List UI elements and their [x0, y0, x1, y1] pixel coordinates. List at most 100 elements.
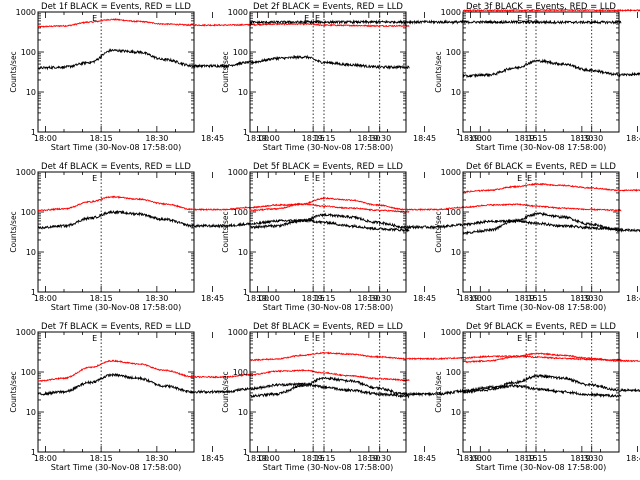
x-axis-label: Start Time (30-Nov-08 17:58:00) — [476, 463, 606, 472]
event-marker-label: E — [315, 174, 320, 183]
x-tick-label: 18:45 — [413, 294, 436, 303]
event-marker-label: E — [517, 14, 522, 23]
event-marker-label: E — [304, 334, 309, 343]
y-tick-label: 10 — [238, 408, 248, 417]
x-tick-label: 19:00 — [469, 294, 492, 303]
x-tick-label: 19:30 — [368, 294, 391, 303]
x-tick-label: 18:00 — [34, 134, 57, 143]
y-tick-label: 100 — [446, 368, 461, 377]
y-tick-label: 10 — [451, 408, 461, 417]
y-tick-label: 1000 — [16, 8, 36, 17]
x-tick-label: 18:30 — [357, 294, 380, 303]
y-tick-label: 1000 — [228, 168, 248, 177]
x-tick-label: 19:15 — [524, 294, 547, 303]
x-tick-label: 18:45 — [413, 134, 436, 143]
x-tick-label: 18:00 — [246, 294, 269, 303]
y-tick-label: 10 — [238, 88, 248, 97]
y-tick-label: 1 — [456, 448, 461, 457]
y-tick-label: 100 — [21, 208, 36, 217]
y-tick-label: 10 — [451, 88, 461, 97]
x-tick-label: 19:30 — [368, 134, 391, 143]
event-marker-label: E — [527, 334, 532, 343]
panel-5: Det 5f BLACK = Events, RED = LLD 1 10 100 10… — [221, 162, 622, 312]
panel-9: Det 9f BLACK = Events, RED = LLD 1 10 100 10… — [434, 322, 640, 472]
x-tick-label: 18:15 — [302, 294, 325, 303]
x-tick-label: 18:00 — [34, 454, 57, 463]
series-events-line — [462, 58, 640, 79]
x-axis-label: Start Time (30-Nov-08 17:58:00) — [263, 303, 393, 312]
x-tick-label: 18:45 — [413, 454, 436, 463]
y-tick-label: 100 — [446, 48, 461, 57]
panel-title: Det 5f BLACK = Events, RED = LLD — [253, 162, 403, 172]
event-marker-label: E — [92, 174, 97, 183]
x-tick-label: 19:30 — [580, 294, 603, 303]
x-tick-label: 18:15 — [302, 134, 325, 143]
series-events-line — [37, 372, 410, 399]
x-tick-label: 18:15 — [90, 454, 113, 463]
y-axis-label: Counts/sec — [434, 211, 443, 252]
y-tick-label: 1 — [31, 448, 36, 457]
y-axis-label: Counts/sec — [9, 51, 18, 92]
y-axis-label: Counts/sec — [221, 51, 230, 92]
panel-title: Det 6f BLACK = Events, RED = LLD — [466, 162, 616, 172]
y-tick-label: 1000 — [228, 8, 248, 17]
series-lld-line — [462, 8, 640, 13]
series-events-line — [462, 211, 640, 236]
y-tick-label: 1000 — [16, 328, 36, 337]
series-lld-line — [249, 351, 622, 362]
y-axis-label: Counts/sec — [434, 51, 443, 92]
event-marker-label: E — [517, 174, 522, 183]
y-tick-label: 1000 — [441, 328, 461, 337]
x-tick-label: 18:00 — [246, 454, 269, 463]
plot-frame — [37, 11, 195, 133]
panel-title: Det 3f BLACK = Events, RED = LLD — [466, 2, 616, 12]
event-marker-label: E — [517, 334, 522, 343]
y-tick-label: 100 — [21, 48, 36, 57]
x-tick-label: 18:00 — [459, 454, 482, 463]
panel-title: Det 7f BLACK = Events, RED = LLD — [41, 322, 191, 332]
x-tick-label: 18:45 — [201, 454, 224, 463]
x-tick-label: 19:00 — [469, 454, 492, 463]
y-tick-label: 10 — [26, 248, 36, 257]
y-tick-label: 100 — [233, 368, 248, 377]
event-marker-label: E — [92, 14, 97, 23]
x-tick-label: 19:15 — [524, 134, 547, 143]
y-tick-label: 100 — [233, 48, 248, 57]
y-tick-label: 100 — [233, 208, 248, 217]
x-tick-label: 18:15 — [515, 134, 538, 143]
x-tick-label: 18:45 — [626, 134, 640, 143]
panel-title: Det 4f BLACK = Events, RED = LLD — [41, 162, 191, 172]
y-tick-label: 10 — [238, 248, 248, 257]
event-marker-label: E — [92, 334, 97, 343]
series-events-line — [37, 209, 410, 233]
plot-frame — [249, 331, 407, 453]
x-tick-label: 18:30 — [570, 294, 593, 303]
event-marker-label: E — [315, 14, 320, 23]
y-axis-label: Counts/sec — [434, 371, 443, 412]
y-axis-label: Counts/sec — [221, 211, 230, 252]
x-tick-label: 19:00 — [257, 134, 280, 143]
x-tick-label: 18:45 — [201, 134, 224, 143]
x-tick-label: 18:30 — [145, 454, 168, 463]
series-events-line — [249, 19, 622, 26]
y-tick-label: 10 — [26, 408, 36, 417]
x-tick-label: 19:30 — [368, 454, 391, 463]
x-tick-label: 18:00 — [246, 134, 269, 143]
x-tick-label: 18:15 — [515, 294, 538, 303]
x-axis-label: Start Time (30-Nov-08 17:58:00) — [51, 463, 181, 472]
event-marker-label: E — [527, 174, 532, 183]
series-events-line — [249, 212, 622, 231]
x-tick-label: 19:30 — [580, 454, 603, 463]
series-events-line — [249, 376, 622, 399]
panel-8: Det 8f BLACK = Events, RED = LLD 1 10 100 10… — [221, 322, 622, 472]
plot-frame — [462, 11, 620, 133]
series-lld-line — [249, 196, 622, 212]
y-tick-label: 1 — [243, 128, 248, 137]
x-tick-label: 18:45 — [626, 294, 640, 303]
x-tick-label: 19:15 — [312, 294, 335, 303]
x-tick-label: 18:00 — [34, 294, 57, 303]
y-tick-label: 1 — [456, 288, 461, 297]
y-tick-label: 1 — [31, 288, 36, 297]
